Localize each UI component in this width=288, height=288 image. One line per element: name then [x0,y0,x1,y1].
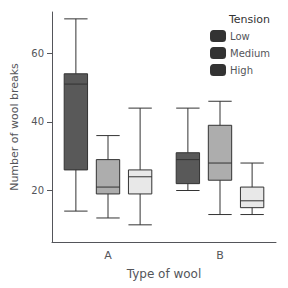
svg-text:Low: Low [230,31,250,42]
svg-text:Medium: Medium [230,48,270,59]
svg-text:High: High [230,65,253,76]
svg-text:Type of wool: Type of wool [126,267,202,281]
svg-text:Tension: Tension [228,13,270,26]
svg-text:40: 40 [31,116,44,127]
svg-text:60: 60 [31,48,44,59]
svg-text:20: 20 [31,185,44,196]
svg-text:Number of wool breaks: Number of wool breaks [8,63,21,191]
svg-text:B: B [216,249,224,262]
svg-text:A: A [104,249,112,262]
